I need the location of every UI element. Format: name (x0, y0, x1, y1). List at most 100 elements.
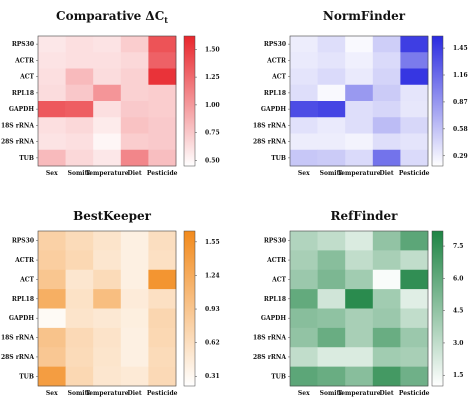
heatmap-cell (38, 231, 66, 251)
colorbar-tick-label: 7.5 (453, 243, 463, 250)
heatmap-cell (93, 84, 122, 102)
heatmap-cell (317, 101, 346, 118)
heatmap-cell (148, 68, 177, 86)
heatmap-panel-0: Comparative ΔCt RPS30 ACTR ACT RPL18 GAPDH 18S… (1, 9, 220, 177)
y-tick-label: 28S rRNA (253, 354, 286, 361)
heatmap-cell (372, 149, 401, 167)
heatmap-cell (93, 308, 122, 329)
heatmap-cell (317, 231, 346, 251)
y-tick-label: ACT (271, 74, 286, 81)
heatmap-cell (345, 68, 374, 86)
y-tick-label: RPL18 (12, 90, 34, 97)
y-tick-label: TUB (271, 155, 286, 162)
y-tick-label: GAPDH (9, 315, 34, 322)
colorbar-tick-label: 1.24 (205, 272, 220, 279)
y-tick-label: TUB (19, 373, 34, 380)
heatmap-cell (148, 36, 177, 53)
heatmap-cell (120, 36, 149, 53)
y-tick-label: 18S rRNA (253, 122, 286, 129)
heatmap-cell (148, 231, 177, 251)
heatmap-cell (317, 250, 346, 271)
heatmap-cell (120, 231, 149, 251)
x-tick-label: Temperature (85, 390, 128, 397)
colorbar-tick-label: 1.00 (205, 102, 220, 109)
heatmap-cell (65, 289, 94, 309)
y-tick-label: RPL18 (264, 90, 286, 97)
heatmap-cell (400, 231, 429, 251)
heatmap-cell (120, 366, 149, 387)
heatmap-cell (38, 289, 66, 309)
heatmap-cell (120, 250, 149, 271)
colorbar-tick-label: 4.5 (453, 308, 463, 315)
y-tick-label: RPL18 (264, 296, 286, 303)
heatmap-cell (65, 347, 94, 367)
heatmap-cell (372, 250, 401, 271)
y-tick-label: 18S rRNA (253, 335, 286, 342)
heatmap-cell (345, 52, 374, 69)
x-tick-label: Diet (128, 390, 142, 397)
heatmap-cell (400, 269, 429, 290)
colorbar-tick-label: 0.93 (205, 306, 220, 313)
y-tick-label: RPL18 (12, 296, 34, 303)
x-tick-label: Diet (380, 390, 394, 397)
colorbar-tick-label: 1.45 (453, 45, 468, 52)
colorbar (431, 35, 444, 167)
heatmap-cell (290, 101, 318, 118)
x-tick-label: Sex (298, 170, 310, 177)
heatmap-cell (38, 84, 66, 102)
heatmap-cell (65, 366, 94, 387)
heatmap-cell (93, 101, 122, 118)
x-tick-label: Diet (128, 170, 142, 177)
heatmap-cell (93, 68, 122, 86)
heatmap-cell (345, 231, 374, 251)
heatmap-cell (372, 52, 401, 69)
heatmap-cell (93, 36, 122, 53)
heatmap-cell (120, 347, 149, 367)
x-tick-label: Temperature (337, 170, 380, 177)
heatmap-panel-3: RefFinder RPS30 ACTR ACT RPL18 GAPDH 18S rRNA 2… (253, 209, 464, 397)
y-tick-label: ACTR (14, 57, 35, 64)
title-subscript: t (164, 15, 168, 25)
heatmap-cell (372, 269, 401, 290)
colorbar-tick-label: 0.50 (205, 157, 220, 164)
colorbar-tick-label: 1.16 (453, 72, 468, 79)
heatmap-cell (93, 52, 122, 69)
heatmap-cell (317, 366, 346, 387)
x-tick-label: Temperature (85, 170, 128, 177)
heatmap-cell (38, 308, 66, 329)
heatmap-cell (65, 133, 94, 151)
heatmap-panel-1: NormFinder RPS30 ACTR ACT RPL18 GAPDH 18S rRNA… (253, 9, 468, 177)
heatmap-cell (148, 289, 177, 309)
heatmap-cell (290, 327, 318, 348)
colorbar-tick-label: 0.31 (205, 373, 220, 380)
heatmap-cell (148, 366, 177, 387)
heatmap-border (289, 35, 429, 167)
heatmap-cell (400, 366, 429, 387)
x-tick-label: Sex (46, 170, 58, 177)
heatmap-cell (317, 347, 346, 367)
colorbar-tick-label: 0.58 (453, 126, 468, 133)
heatmap-cell (372, 84, 401, 102)
heatmap-cell (290, 133, 318, 151)
colorbar-tick-label: 6.0 (453, 275, 463, 282)
y-tick-label: RPS30 (12, 238, 34, 245)
heatmap-cell (93, 133, 122, 151)
heatmap-cell (290, 117, 318, 134)
y-tick-label: 28S rRNA (253, 139, 286, 146)
x-tick-label: Pesticide (147, 390, 178, 397)
heatmap-cell (38, 347, 66, 367)
colorbar-tick-label: 1.50 (205, 46, 220, 53)
heatmap-cell (65, 231, 94, 251)
heatmap-cell (148, 149, 177, 167)
x-tick-label: Somite (68, 170, 92, 177)
heatmap-cell (372, 101, 401, 118)
heatmap-cell (400, 117, 429, 134)
colorbar-tick-label: 1.5 (453, 372, 463, 379)
heatmap-cell (148, 347, 177, 367)
y-tick-label: RPS30 (264, 238, 286, 245)
heatmap-cell (345, 308, 374, 329)
x-tick-label: Somite (68, 390, 92, 397)
y-tick-label: ACT (271, 276, 286, 283)
heatmap-cell (65, 250, 94, 271)
